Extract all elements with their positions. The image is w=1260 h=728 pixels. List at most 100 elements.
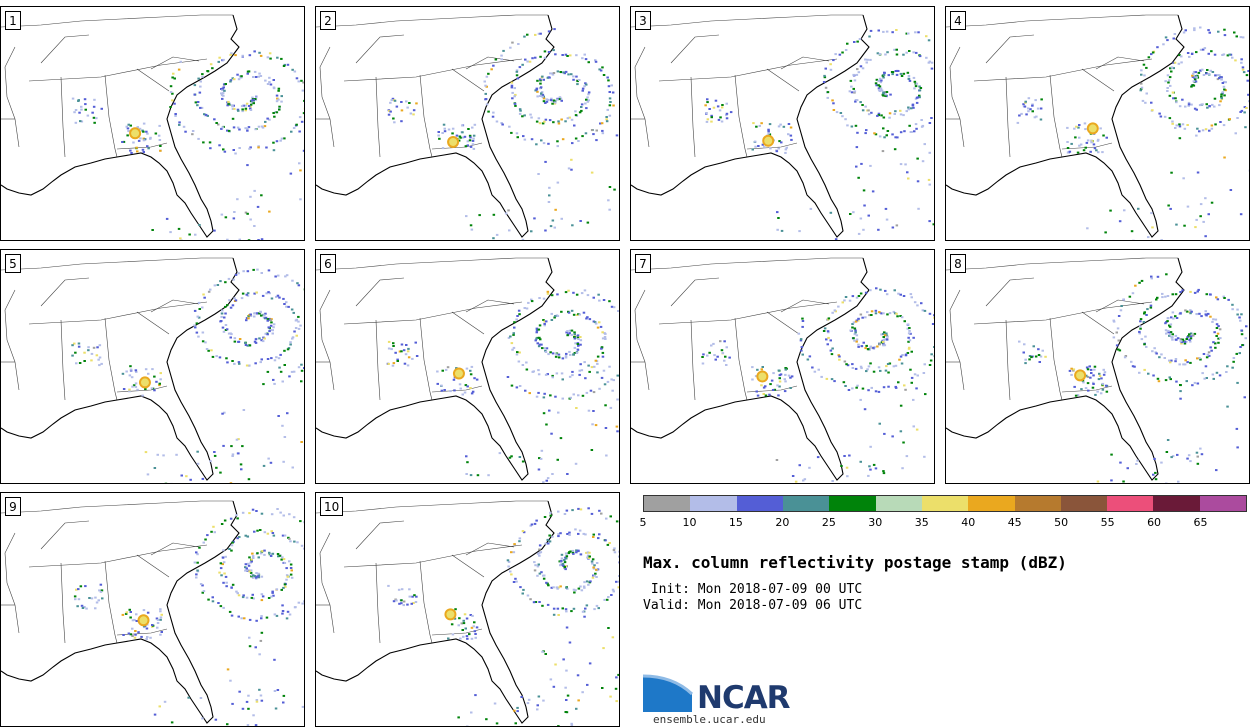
reflectivity-cell <box>266 319 269 322</box>
reflectivity-cell <box>912 336 915 339</box>
reflectivity-cell <box>779 123 782 126</box>
reflectivity-cell <box>598 68 601 71</box>
reflectivity-cell <box>908 124 911 127</box>
reflectivity-cell <box>576 80 579 83</box>
reflectivity-cell <box>250 560 253 563</box>
reflectivity-cell <box>219 567 223 570</box>
reflectivity-cell <box>281 604 284 607</box>
reflectivity-cell <box>272 141 275 144</box>
state-border <box>1095 299 1145 313</box>
reflectivity-cell <box>1092 383 1095 385</box>
reflectivity-cell <box>219 562 223 565</box>
reflectivity-cell <box>755 125 758 128</box>
reflectivity-cell <box>882 344 885 347</box>
reflectivity-cell <box>1179 340 1182 343</box>
reflectivity-cell <box>441 369 444 372</box>
reflectivity-cell <box>406 106 409 109</box>
reflectivity-cell <box>1245 107 1248 109</box>
reflectivity-cell <box>159 149 162 152</box>
reflectivity-cell <box>608 104 612 107</box>
reflectivity-cell <box>849 329 852 332</box>
reflectivity-cell <box>443 127 446 130</box>
reflectivity-cell <box>592 410 595 412</box>
reflectivity-cell <box>1093 368 1096 371</box>
reflectivity-cell <box>784 368 787 371</box>
reflectivity-cell <box>218 356 222 359</box>
reflectivity-cell <box>591 576 595 579</box>
reflectivity-cell <box>164 482 168 483</box>
reflectivity-cell <box>913 301 917 304</box>
reflectivity-cell <box>768 123 772 126</box>
reflectivity-cell <box>902 441 905 444</box>
reflectivity-cell <box>222 148 225 151</box>
reflectivity-cell <box>529 113 532 116</box>
state-border <box>766 311 800 335</box>
reflectivity-cell <box>234 152 237 155</box>
reflectivity-cell <box>487 72 490 75</box>
reflectivity-cell <box>1198 104 1202 107</box>
reflectivity-cell <box>1247 70 1249 72</box>
reflectivity-cell <box>846 124 849 127</box>
reflectivity-cell <box>522 531 526 534</box>
reflectivity-cell <box>907 75 911 77</box>
reflectivity-cell <box>466 725 469 726</box>
reflectivity-cell <box>811 366 814 369</box>
reflectivity-cell <box>246 129 249 132</box>
reflectivity-cell <box>756 394 760 397</box>
reflectivity-cell <box>259 639 263 642</box>
reflectivity-cell <box>234 273 238 276</box>
reflectivity-cell <box>415 102 418 105</box>
reflectivity-cell <box>158 124 161 127</box>
reflectivity-cell <box>1186 457 1189 460</box>
reflectivity-cell <box>1220 76 1223 79</box>
reflectivity-cell <box>287 305 290 308</box>
reflectivity-cell <box>285 574 289 577</box>
reflectivity-cell <box>231 360 234 362</box>
reflectivity-cell <box>576 334 580 337</box>
reflectivity-cell <box>257 556 260 559</box>
reflectivity-cell <box>600 512 603 515</box>
reflectivity-cell <box>544 349 547 352</box>
reflectivity-cell <box>468 633 471 636</box>
reflectivity-cell <box>134 369 138 372</box>
reflectivity-cell <box>826 91 830 94</box>
reflectivity-cell <box>94 596 97 599</box>
reflectivity-cell <box>851 367 855 369</box>
reflectivity-cell <box>393 121 396 124</box>
reflectivity-cell <box>1214 346 1217 349</box>
reflectivity-cell <box>1205 293 1208 296</box>
reflectivity-cell <box>874 467 878 470</box>
reflectivity-cell <box>147 147 150 150</box>
reflectivity-cell <box>854 329 857 332</box>
reflectivity-cell <box>882 343 885 346</box>
reflectivity-cell <box>533 522 537 525</box>
storm-core <box>1074 369 1087 382</box>
reflectivity-cell <box>576 336 580 339</box>
reflectivity-cell <box>75 362 78 365</box>
reflectivity-cell <box>903 130 906 133</box>
reflectivity-cell <box>1244 337 1247 340</box>
reflectivity-cell <box>1202 353 1206 355</box>
reflectivity-cell <box>465 473 468 475</box>
reflectivity-cell <box>555 372 559 375</box>
reflectivity-cell <box>446 366 450 369</box>
reflectivity-cell <box>915 387 918 390</box>
reflectivity-cell <box>1221 92 1224 95</box>
reflectivity-cell <box>301 89 304 92</box>
state-border <box>104 74 118 158</box>
state-border <box>451 311 485 335</box>
reflectivity-cell <box>787 123 791 125</box>
reflectivity-cell <box>99 590 103 593</box>
reflectivity-cell <box>201 73 204 76</box>
reflectivity-cell <box>518 385 522 387</box>
reflectivity-cell <box>587 557 591 559</box>
reflectivity-cell <box>886 313 889 316</box>
reflectivity-cell <box>1066 141 1069 143</box>
reflectivity-cell <box>1089 368 1093 371</box>
reflectivity-cell <box>851 323 854 325</box>
reflectivity-cell <box>539 457 543 460</box>
reflectivity-cell <box>169 106 172 108</box>
reflectivity-cell <box>283 436 287 438</box>
reflectivity-cell <box>277 98 280 101</box>
reflectivity-cell <box>930 353 933 356</box>
